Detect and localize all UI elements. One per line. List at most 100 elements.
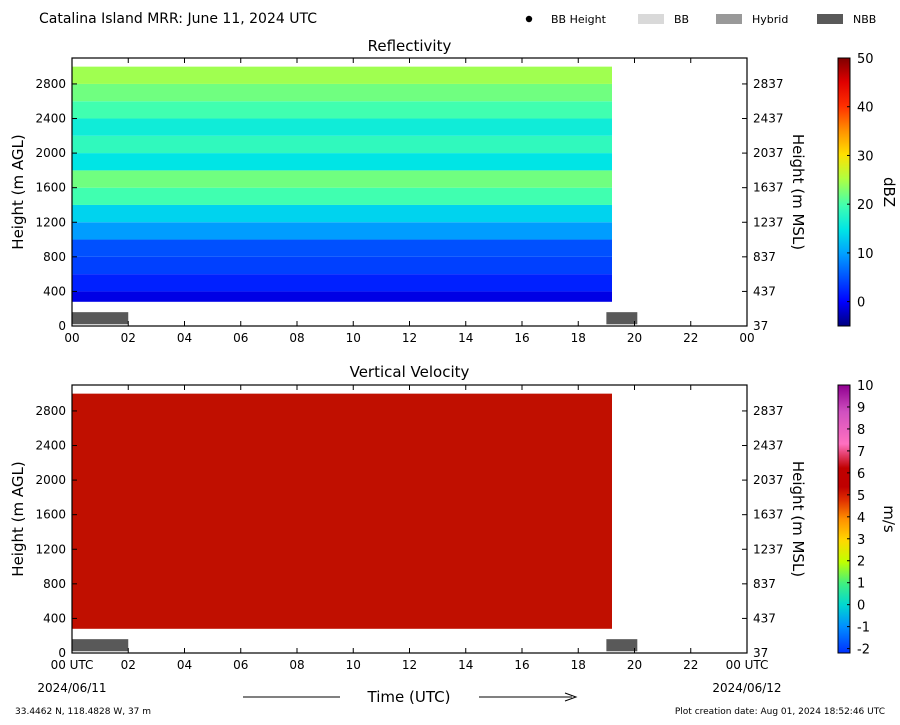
x-tick-label: 00 UTC: [726, 658, 769, 672]
y-tick-label-right: 437: [753, 284, 776, 298]
reflectivity-band: [72, 66, 612, 84]
y-tick-label-right: 1237: [753, 215, 784, 229]
reflectivity-band: [72, 135, 612, 154]
y-tick-label-right: 2037: [753, 146, 784, 160]
y-tick-label-right: 37: [753, 646, 768, 660]
legend-item-hybrid: Hybrid: [716, 13, 788, 26]
y-tick-label: 1600: [35, 181, 66, 195]
reflectivity-band: [72, 187, 612, 205]
legend-swatch-dot: [525, 15, 533, 23]
colorbar-tick-label: 8: [857, 423, 865, 438]
y-tick-label: 400: [43, 284, 66, 298]
x-tick-label: 00 UTC: [51, 658, 94, 672]
colorbar-tick-label: -1: [857, 621, 870, 636]
reflectivity-band: [72, 83, 612, 102]
colorbar-tick-label: 0: [857, 296, 865, 311]
panel-title: Vertical Velocity: [350, 363, 470, 381]
reflectivity-band: [72, 101, 612, 119]
y-tick-label-right: 1637: [753, 181, 784, 195]
y-axis-label-right: Height (m MSL): [789, 461, 807, 577]
y-tick-label-right: 2837: [753, 404, 784, 418]
colorbar-tick-label: 5: [857, 489, 865, 504]
x-tick-label: 16: [514, 658, 529, 672]
y-tick-label: 1600: [35, 508, 66, 522]
panel-title: Reflectivity: [368, 37, 452, 55]
legend-item-bb-height: BB Height: [525, 13, 607, 26]
colorbar-label: m/s: [880, 505, 898, 533]
colorbar-tick-label: 0: [857, 599, 865, 614]
y-tick-label-right: 837: [753, 250, 776, 264]
colorbar-gradient: [837, 57, 851, 327]
colorbar-tick-label: 1: [857, 577, 865, 592]
y-tick-label: 2000: [35, 146, 66, 160]
y-tick-label: 2800: [35, 404, 66, 418]
colorbar-tick-label: 30: [857, 149, 874, 164]
x-tick-label: 14: [458, 658, 473, 672]
date-start-label: 2024/06/11: [37, 681, 106, 695]
y-tick-label: 2400: [35, 439, 66, 453]
x-tick-label: 18: [571, 658, 586, 672]
legend-label: NBB: [853, 13, 876, 26]
colorbar-tick-label: 10: [857, 247, 874, 262]
colorbar-tick-label: 7: [857, 445, 865, 460]
legend-item-bb: BB: [638, 13, 689, 26]
colorbar-gradient: [837, 384, 851, 654]
y-tick-label-right: 2437: [753, 112, 784, 126]
reflectivity-band: [72, 170, 612, 188]
x-tick-label: 12: [402, 331, 417, 345]
y-tick-label: 2800: [35, 77, 66, 91]
legend-item-nbb: NBB: [817, 13, 876, 26]
time-arrow-head: [564, 692, 578, 702]
reflectivity-band: [72, 222, 612, 240]
x-tick-label: 20: [627, 658, 642, 672]
y-tick-label-right: 2437: [753, 439, 784, 453]
reflectivity-band: [72, 153, 612, 171]
x-tick-label: 10: [346, 658, 361, 672]
bright-band-type-bar: [606, 312, 638, 325]
colorbar-tick-label: 40: [857, 101, 874, 116]
x-tick-label: 04: [177, 331, 192, 345]
bright-band-type-bar: [72, 639, 129, 652]
colorbar: -2 -1 0 1 2 3 4 5 6 7 8 9 10 m/s: [837, 379, 898, 658]
reflectivity-band: [72, 204, 612, 223]
x-tick-label: 00: [64, 331, 79, 345]
colorbar-tick-label: 10: [857, 379, 874, 394]
y-tick-label: 1200: [35, 542, 66, 556]
y-tick-label: 400: [43, 611, 66, 625]
reflectivity-band: [72, 256, 612, 275]
legend-swatch: [817, 14, 843, 24]
x-tick-label: 16: [514, 331, 529, 345]
legend-label: BB Height: [551, 13, 607, 26]
y-axis-label-right: Height (m MSL): [789, 134, 807, 250]
reflectivity-band: [72, 118, 612, 136]
colorbar-tick-label: 6: [857, 467, 865, 482]
y-tick-label: 0: [58, 319, 66, 333]
legend-swatch: [716, 14, 742, 24]
time-axis-label: Time (UTC): [367, 688, 451, 706]
x-tick-label: 06: [233, 331, 248, 345]
y-tick-label-right: 2837: [753, 77, 784, 91]
x-tick-label: 04: [177, 658, 192, 672]
colorbar-tick-label: 20: [857, 198, 874, 213]
x-tick-label: 22: [683, 331, 698, 345]
y-tick-label-right: 2037: [753, 473, 784, 487]
colorbar: 0 10 20 30 40 50 dBZ: [837, 52, 898, 327]
y-tick-label-right: 437: [753, 611, 776, 625]
colorbar-tick-label: 2: [857, 555, 865, 570]
reflectivity-band: [72, 239, 612, 257]
y-tick-label-right: 37: [753, 319, 768, 333]
date-end-label: 2024/06/12: [712, 681, 781, 695]
x-tick-label: 02: [121, 658, 136, 672]
legend-swatch: [638, 14, 664, 24]
y-tick-label: 0: [58, 646, 66, 660]
y-tick-label-right: 1637: [753, 508, 784, 522]
colorbar-tick-label: 50: [857, 52, 874, 67]
legend-label: BB: [674, 13, 689, 26]
y-axis-label: Height (m AGL): [9, 134, 27, 249]
x-tick-label: 14: [458, 331, 473, 345]
y-tick-label: 800: [43, 577, 66, 591]
reflectivity-band: [72, 274, 612, 292]
colorbar-tick-label: 4: [857, 511, 865, 526]
